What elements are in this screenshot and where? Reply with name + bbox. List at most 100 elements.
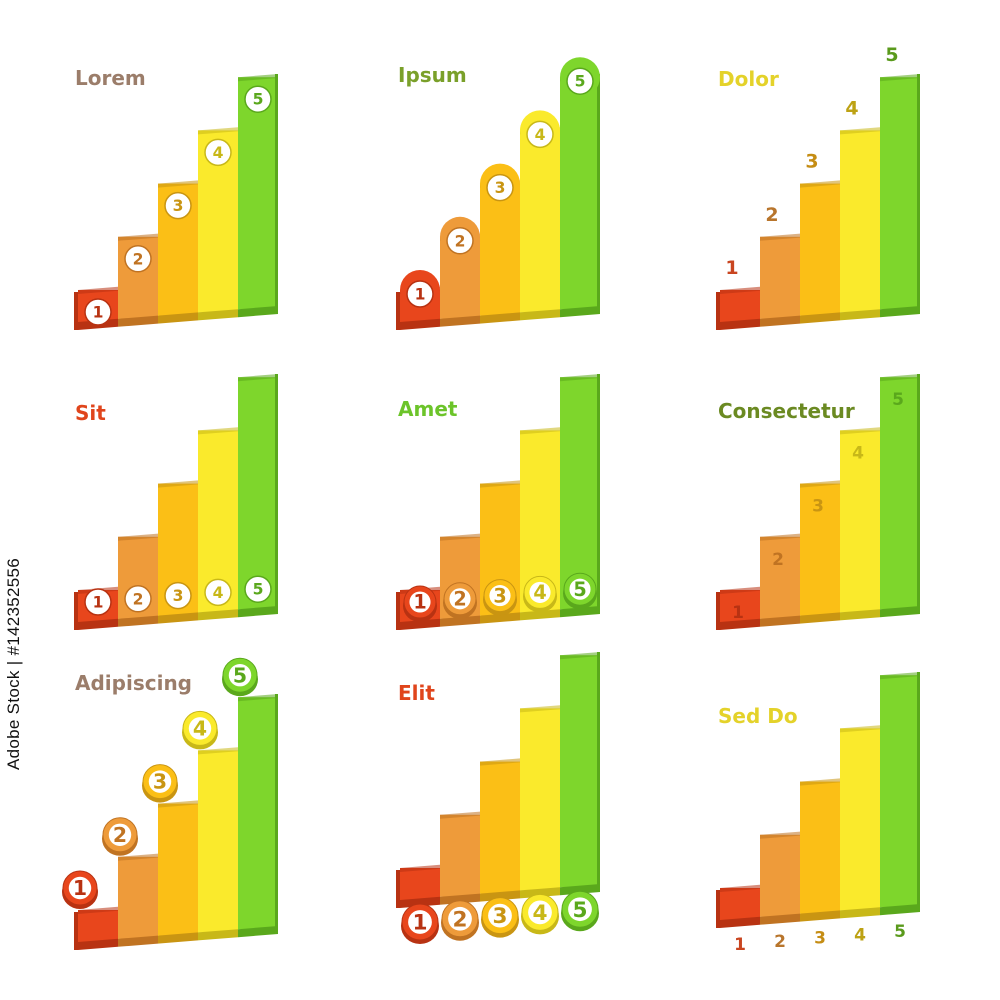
bar-top-face <box>840 427 880 435</box>
bar-bottom-edge <box>560 306 600 318</box>
bar-bottom-edge <box>480 612 520 624</box>
bar-top-face <box>78 286 118 294</box>
bar-side-wall <box>74 912 78 950</box>
coin-center <box>68 876 92 900</box>
bar-1 <box>720 590 760 622</box>
badge-circle <box>164 191 192 220</box>
bar-end-cap <box>275 694 278 930</box>
bar-side-wall <box>74 292 78 330</box>
bar-value-label: 5 <box>885 44 898 66</box>
chart-8: Elit 1 2 3 4 5 <box>396 652 600 944</box>
coin-center <box>529 581 551 603</box>
bar-value-label: 2 <box>774 932 786 952</box>
bar-5 <box>238 77 278 310</box>
bar-top-face <box>400 864 440 872</box>
bar-top-face <box>720 884 760 892</box>
bar-bottom-edge <box>400 618 440 630</box>
chart-title: Amet <box>398 397 458 421</box>
bar-top-face <box>520 705 560 713</box>
badge-circle <box>244 575 272 603</box>
badge-label: 4 <box>193 717 207 741</box>
chart-5: Amet 1 2 3 4 5 <box>396 374 600 630</box>
chart-title: Elit <box>398 681 435 705</box>
badge-circle <box>124 585 152 613</box>
badge-label: 4 <box>532 901 547 926</box>
bar-bottom-edge <box>720 618 760 630</box>
bar-top-face <box>880 74 920 82</box>
bar-value-label: 2 <box>772 550 784 570</box>
bar-top-face <box>238 374 278 382</box>
bar-value-label: 1 <box>732 603 744 623</box>
bar-value-label: 5 <box>894 922 906 942</box>
chart-9: Sed Do 1 2 3 4 5 <box>716 672 920 955</box>
badge-label: 5 <box>573 578 586 601</box>
badge-label: 3 <box>492 904 507 929</box>
bar-bottom-edge <box>560 884 600 896</box>
bar-bottom-edge <box>880 606 920 618</box>
bar-5 <box>560 655 600 888</box>
bar-1 <box>78 910 118 942</box>
bar-bottom-edge <box>800 312 840 324</box>
bar-value-label: 4 <box>845 97 858 119</box>
badge-label: 3 <box>493 584 506 607</box>
bar-top-face <box>880 374 920 382</box>
badge-label: 1 <box>413 591 426 614</box>
chart-title: Sit <box>75 401 106 425</box>
bar-top-face <box>118 533 158 541</box>
bar-side-wall <box>396 870 400 908</box>
bar-bottom-edge <box>158 932 198 944</box>
bar-end-cap <box>917 672 920 908</box>
bar-bottom-edge <box>78 618 118 630</box>
badge-label: 2 <box>133 590 144 608</box>
bar-top-face <box>238 74 278 82</box>
bar-bottom-edge <box>158 312 198 324</box>
bar-bottom-edge <box>238 606 278 618</box>
badge-label: 5 <box>253 91 264 109</box>
bar-value-label: 1 <box>725 257 738 279</box>
badge-label: 1 <box>73 876 87 900</box>
badge-circle <box>446 227 474 255</box>
bar-bottom-edge <box>440 315 480 327</box>
badge-label: 2 <box>113 823 127 847</box>
bar-top-face <box>760 831 800 839</box>
badge-label: 4 <box>213 584 224 602</box>
badge-circle <box>204 138 232 167</box>
bar-bottom-edge <box>440 893 480 905</box>
bar-bottom-edge <box>560 606 600 618</box>
coin-center <box>408 910 432 934</box>
bar-bottom-edge <box>198 309 238 321</box>
bar-bottom-edge <box>118 615 158 627</box>
bar-top-face <box>158 480 198 488</box>
bar-2 <box>760 236 800 319</box>
badge-label: 3 <box>173 587 184 605</box>
bar-bottom-edge <box>800 612 840 624</box>
bar-4 <box>198 750 238 933</box>
coin-center <box>448 906 472 931</box>
bar-value-label: 5 <box>892 390 904 410</box>
chart-2: Ipsum 1 2 3 4 5 <box>396 57 600 330</box>
bar-bottom-edge <box>840 907 880 919</box>
bar-end-cap <box>275 374 278 610</box>
bar-top-face <box>198 747 238 755</box>
bar-5 <box>880 675 920 908</box>
bar-top-face <box>198 127 238 135</box>
stock-watermark: Adobe Stock | #142352556 <box>4 557 23 770</box>
bar-3 <box>800 781 840 914</box>
coin-center <box>188 717 212 740</box>
bar-1 <box>720 290 760 322</box>
bar-top-face <box>560 652 600 660</box>
bar-bottom-edge <box>760 913 800 925</box>
bar-side-wall <box>396 592 400 630</box>
bar-bottom-edge <box>198 609 238 621</box>
bar-bottom-edge <box>440 615 480 627</box>
coin-center <box>569 578 591 600</box>
badge-circle <box>486 173 514 202</box>
badge-label: 5 <box>575 73 586 91</box>
bar-3 <box>800 183 840 316</box>
chart-7: Adipiscing 1 2 3 4 5 <box>62 657 278 950</box>
badge-label: 2 <box>133 250 144 268</box>
bar-top-face <box>118 853 158 861</box>
badge-circle <box>406 280 434 308</box>
bar-end-cap <box>275 74 278 310</box>
badge-label: 2 <box>453 588 466 611</box>
